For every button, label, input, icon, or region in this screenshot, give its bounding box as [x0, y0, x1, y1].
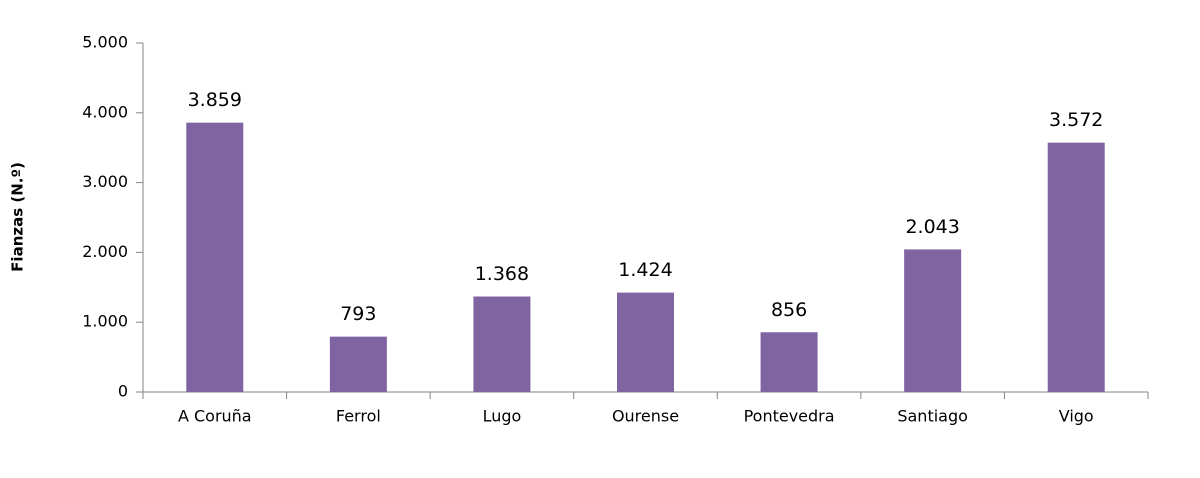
y-tick-label: 5.000	[82, 33, 128, 52]
bar	[473, 296, 531, 392]
y-tick-label: 1.000	[82, 312, 128, 331]
x-tick-label: Lugo	[483, 407, 522, 426]
bar	[904, 249, 962, 392]
value-label: 2.043	[905, 216, 959, 238]
x-tick-label: Vigo	[1059, 407, 1094, 426]
x-tick-label: Santiago	[897, 407, 968, 426]
value-label: 793	[340, 303, 376, 325]
value-label: 856	[771, 299, 807, 321]
value-label: 3.572	[1049, 109, 1103, 131]
y-axis-label: Fianzas (N.º)	[9, 162, 27, 272]
bar	[760, 332, 818, 392]
x-tick-label: Ferrol	[336, 407, 381, 426]
bar	[617, 292, 674, 392]
y-tick-label: 2.000	[82, 242, 128, 261]
bar	[1047, 142, 1105, 392]
value-label: 1.368	[475, 263, 529, 285]
x-tick-label: Pontevedra	[744, 407, 835, 426]
value-label: 1.424	[618, 259, 672, 281]
value-label: 3.859	[188, 89, 242, 111]
y-tick-label: 4.000	[82, 102, 128, 121]
x-tick-label: Ourense	[612, 407, 679, 426]
bar	[186, 122, 244, 393]
x-tick-label: A Coruña	[178, 407, 252, 426]
y-tick-label: 3.000	[82, 172, 128, 191]
bar	[329, 336, 387, 392]
y-tick-label: 0	[118, 382, 128, 401]
